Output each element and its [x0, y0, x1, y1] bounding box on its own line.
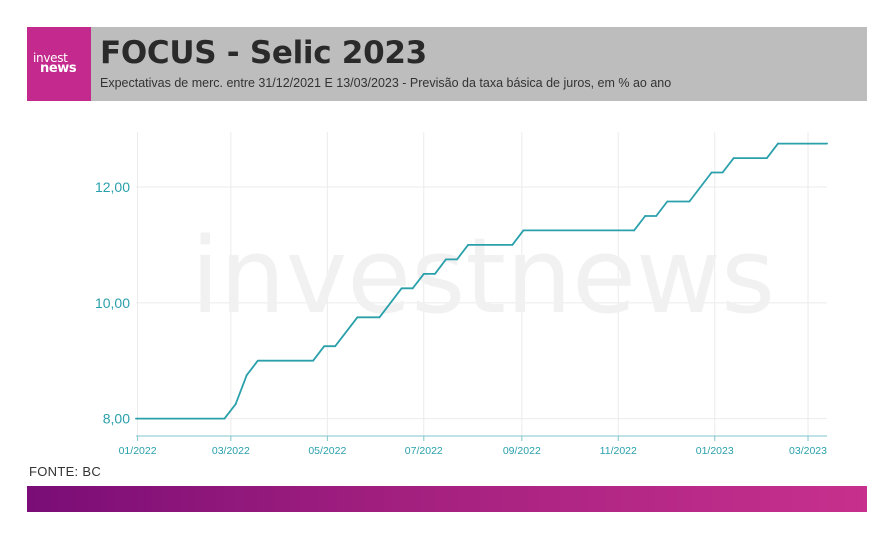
data-point — [245, 374, 248, 377]
data-point — [511, 244, 514, 246]
y-tick-label: 10,00 — [95, 295, 130, 311]
data-point — [644, 215, 647, 217]
x-tick-label: 05/2022 — [308, 445, 346, 457]
data-point — [522, 229, 525, 232]
data-point — [312, 359, 314, 362]
data-point — [666, 200, 669, 203]
x-tick-label: 01/2022 — [119, 445, 157, 457]
data-point — [655, 215, 658, 217]
y-tick-label: 12,00 — [95, 179, 130, 195]
watermark-text: investnews — [191, 215, 775, 337]
data-point — [323, 345, 326, 348]
data-point — [411, 287, 414, 290]
chart-subtitle: Expectativas de merc. entre 31/12/2021 E… — [100, 76, 672, 90]
data-point — [445, 258, 447, 261]
chart-title: FOCUS - Selic 2023 — [100, 35, 427, 71]
grid-lines — [136, 132, 827, 436]
series-layer — [135, 142, 828, 420]
footer-gradient-bar — [27, 486, 867, 512]
data-point — [732, 157, 735, 159]
data-point — [826, 142, 828, 145]
selic-line-chart: investnews 01/2022 03/2022 05/2022 07/2022 0… — [95, 132, 828, 457]
x-tick-label: 11/2022 — [600, 445, 637, 457]
data-point — [766, 157, 768, 159]
selic-series-line — [136, 142, 827, 420]
data-point — [688, 200, 691, 203]
chart-header: invest news FOCUS - Selic 2023 Expectati… — [27, 27, 867, 101]
data-point — [777, 142, 779, 145]
data-point — [721, 171, 724, 174]
investnews-logo: invest news — [27, 27, 91, 101]
data-point — [710, 171, 713, 174]
data-point — [334, 345, 337, 348]
data-point — [422, 272, 425, 275]
data-point — [256, 359, 259, 362]
data-point — [378, 316, 381, 319]
x-tick-label: 07/2022 — [405, 445, 443, 457]
x-tick-label: 01/2023 — [696, 445, 734, 457]
y-tick-label: 8,00 — [103, 411, 130, 427]
data-point — [234, 403, 237, 406]
data-point — [400, 287, 403, 290]
logo-text-invest: invest — [33, 51, 68, 65]
x-tick-label: 09/2022 — [503, 445, 541, 457]
data-point — [433, 272, 436, 275]
data-point — [356, 316, 359, 319]
x-tick-label: 03/2022 — [212, 445, 250, 457]
data-point — [135, 417, 137, 420]
data-point — [467, 244, 469, 246]
x-tick-label: 03/2023 — [789, 445, 827, 457]
data-point — [456, 258, 458, 261]
source-note: FONTE: BC — [29, 464, 102, 479]
data-point — [633, 229, 635, 232]
axes: 01/2022 03/2022 05/2022 07/2022 09/2022 11/20… — [95, 179, 827, 457]
data-point — [223, 417, 226, 420]
logo-text-news: news — [40, 61, 77, 76]
